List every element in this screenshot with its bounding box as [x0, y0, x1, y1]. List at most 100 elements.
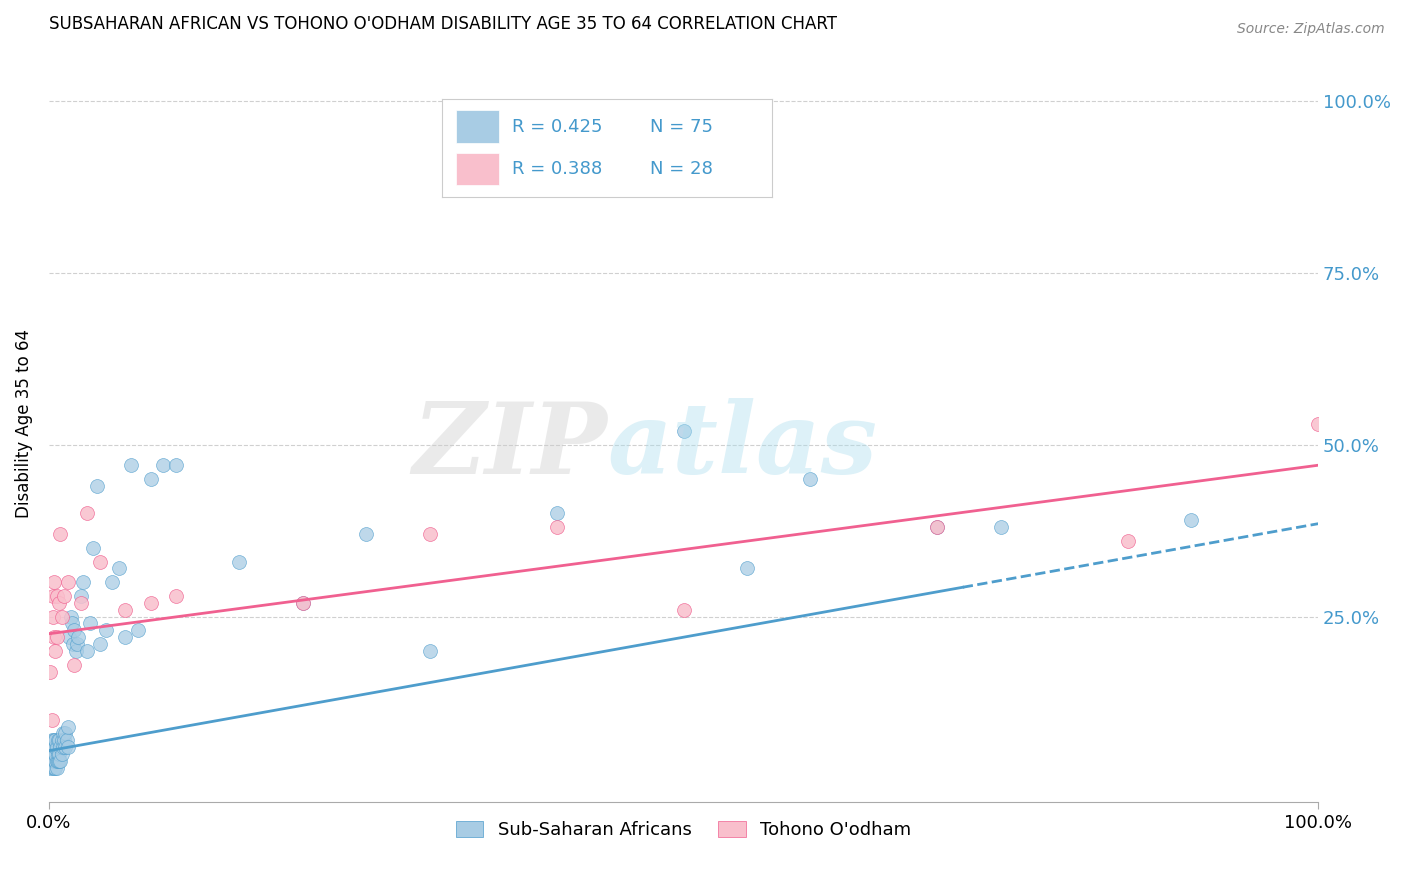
- Point: [60, 616, 83, 631]
- Point: [42, 747, 65, 761]
- Point: [49, 754, 72, 768]
- Point: [114, 602, 136, 616]
- Point: [44, 644, 66, 658]
- Point: [56, 575, 79, 590]
- Point: [672, 424, 695, 438]
- Point: [67, 630, 90, 644]
- Point: [42, 609, 65, 624]
- Point: [42, 761, 65, 775]
- Point: [39, 665, 62, 679]
- Point: [49, 740, 72, 755]
- Point: [735, 561, 758, 575]
- Legend: Sub-Saharan Africans, Tohono O'odham: Sub-Saharan Africans, Tohono O'odham: [449, 814, 918, 847]
- Point: [291, 596, 314, 610]
- Point: [86, 479, 108, 493]
- Point: [46, 733, 69, 747]
- Point: [672, 602, 695, 616]
- Point: [89, 637, 111, 651]
- Text: SUBSAHARAN AFRICAN VS TOHONO O'ODHAM DISABILITY AGE 35 TO 64 CORRELATION CHART: SUBSAHARAN AFRICAN VS TOHONO O'ODHAM DIS…: [49, 15, 837, 33]
- Point: [927, 520, 949, 534]
- Point: [41, 747, 63, 761]
- Point: [165, 589, 187, 603]
- Point: [165, 458, 187, 473]
- Point: [42, 740, 65, 755]
- Point: [44, 740, 66, 755]
- Point: [45, 754, 67, 768]
- Point: [44, 761, 66, 775]
- Point: [72, 575, 94, 590]
- Point: [63, 657, 86, 672]
- Point: [46, 754, 69, 768]
- Point: [121, 458, 143, 473]
- Point: [42, 761, 65, 775]
- Point: [51, 747, 73, 761]
- Point: [51, 733, 73, 747]
- Y-axis label: Disability Age 35 to 64: Disability Age 35 to 64: [15, 329, 32, 518]
- Point: [82, 541, 104, 555]
- Point: [39, 747, 62, 761]
- Point: [41, 733, 63, 747]
- Point: [55, 733, 77, 747]
- Point: [127, 624, 149, 638]
- Point: [59, 609, 82, 624]
- Point: [356, 527, 378, 541]
- Point: [51, 609, 73, 624]
- Point: [44, 733, 66, 747]
- Point: [139, 596, 162, 610]
- Text: atlas: atlas: [607, 399, 877, 495]
- Point: [546, 507, 568, 521]
- Point: [152, 458, 174, 473]
- Point: [56, 740, 79, 755]
- Point: [48, 596, 70, 610]
- Text: ZIP: ZIP: [412, 399, 607, 495]
- Point: [101, 575, 124, 590]
- Point: [41, 740, 63, 755]
- Point: [114, 630, 136, 644]
- Point: [52, 726, 75, 740]
- Point: [139, 472, 162, 486]
- Point: [42, 747, 65, 761]
- Point: [79, 616, 101, 631]
- Point: [1180, 513, 1202, 527]
- Point: [42, 630, 65, 644]
- Point: [927, 520, 949, 534]
- Point: [89, 555, 111, 569]
- Point: [1308, 417, 1330, 431]
- Point: [419, 644, 441, 658]
- Point: [39, 761, 62, 775]
- Point: [45, 740, 67, 755]
- Point: [42, 754, 65, 768]
- Point: [69, 589, 91, 603]
- Point: [291, 596, 314, 610]
- Point: [799, 472, 821, 486]
- Point: [55, 726, 77, 740]
- Point: [45, 589, 67, 603]
- Point: [53, 733, 76, 747]
- Point: [49, 527, 72, 541]
- Text: Source: ZipAtlas.com: Source: ZipAtlas.com: [1237, 22, 1385, 37]
- Point: [42, 575, 65, 590]
- Point: [41, 713, 63, 727]
- Point: [58, 630, 80, 644]
- Point: [55, 740, 77, 755]
- Point: [76, 507, 98, 521]
- Point: [107, 561, 129, 575]
- Point: [62, 637, 84, 651]
- Point: [45, 761, 67, 775]
- Point: [52, 740, 75, 755]
- Point: [76, 644, 98, 658]
- Point: [42, 754, 65, 768]
- Point: [53, 589, 76, 603]
- Point: [69, 596, 91, 610]
- Point: [48, 733, 70, 747]
- Point: [44, 754, 66, 768]
- Point: [990, 520, 1012, 534]
- Point: [46, 747, 69, 761]
- Point: [419, 527, 441, 541]
- Point: [546, 520, 568, 534]
- Point: [44, 747, 66, 761]
- Point: [228, 555, 250, 569]
- Point: [56, 720, 79, 734]
- Point: [42, 733, 65, 747]
- Point: [63, 624, 86, 638]
